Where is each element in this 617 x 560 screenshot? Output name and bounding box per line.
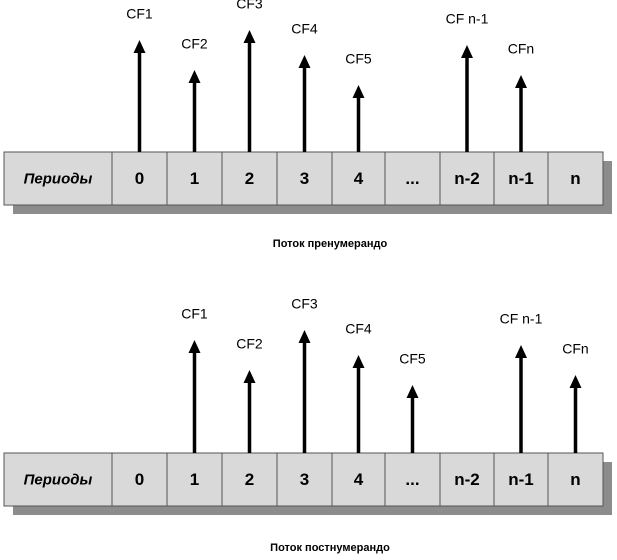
period-label: 3 (300, 169, 309, 188)
period-label: ... (405, 470, 419, 489)
period-label: n-1 (508, 169, 534, 188)
period-label: 2 (245, 470, 254, 489)
arrow-head (133, 40, 146, 53)
period-cell (3, 452, 113, 507)
period-label: 2 (245, 169, 254, 188)
arrow-head (461, 45, 473, 58)
caption: Поток постнумерандо (270, 542, 390, 554)
period-cell (276, 452, 333, 507)
period-label: 1 (190, 169, 199, 188)
period-label: ... (405, 169, 419, 188)
arrow-head (243, 370, 256, 383)
period-cell (547, 151, 604, 206)
cash-flow-label: CF3 (236, 0, 263, 12)
period-label: 0 (135, 470, 144, 489)
period-cell (221, 452, 278, 507)
period-label: 4 (354, 169, 364, 188)
period-cell (3, 151, 113, 206)
cash-flow-label: CF4 (345, 321, 372, 337)
period-cell (439, 151, 495, 206)
period-label: 0 (135, 169, 144, 188)
period-cell (493, 151, 549, 206)
cash-flow-label: CFn (562, 341, 588, 357)
cash-flow-label: CF2 (181, 36, 208, 52)
cash-flow-label: CF3 (291, 296, 318, 312)
arrow-head (515, 75, 527, 88)
arrow-head (188, 340, 201, 353)
period-cell (221, 151, 278, 206)
period-cell (166, 151, 223, 206)
period-label: n-2 (454, 470, 480, 489)
arrow-head (515, 345, 527, 358)
arrow-head (352, 355, 365, 368)
period-label: Периоды (24, 471, 93, 488)
cash-flow-label: CF5 (399, 351, 426, 367)
arrow-head (188, 70, 201, 83)
period-cell (384, 452, 441, 507)
cash-flow-label: CF2 (236, 336, 263, 352)
arrow-head (352, 85, 365, 98)
period-label: 4 (354, 470, 364, 489)
arrow-head (406, 385, 419, 398)
arrow-head (298, 330, 311, 343)
period-label: Периоды (24, 170, 93, 187)
cash-flow-label: CF1 (126, 6, 153, 22)
period-label: 3 (300, 470, 309, 489)
period-cell (331, 452, 386, 507)
period-cell (439, 452, 495, 507)
period-cell (166, 452, 223, 507)
period-cell (547, 452, 604, 507)
period-label: n-1 (508, 470, 534, 489)
period-label: n-2 (454, 169, 480, 188)
period-cell (331, 151, 386, 206)
caption: Поток пренумерандо (273, 238, 388, 250)
cash-flow-label: CF n-1 (500, 311, 543, 327)
arrow-head (243, 30, 256, 43)
cash-flow-label: CF1 (181, 306, 208, 322)
arrow-head (569, 375, 582, 388)
period-cell (276, 151, 333, 206)
period-label: n (570, 169, 580, 188)
arrow-head (298, 55, 311, 68)
cash-flow-label: CF n-1 (446, 11, 489, 27)
period-label: n (570, 470, 580, 489)
cash-flow-label: CF5 (345, 51, 372, 67)
period-label: 1 (190, 470, 199, 489)
cash-flow-label: CF4 (291, 21, 318, 37)
cash-flow-label: CFn (508, 41, 534, 57)
